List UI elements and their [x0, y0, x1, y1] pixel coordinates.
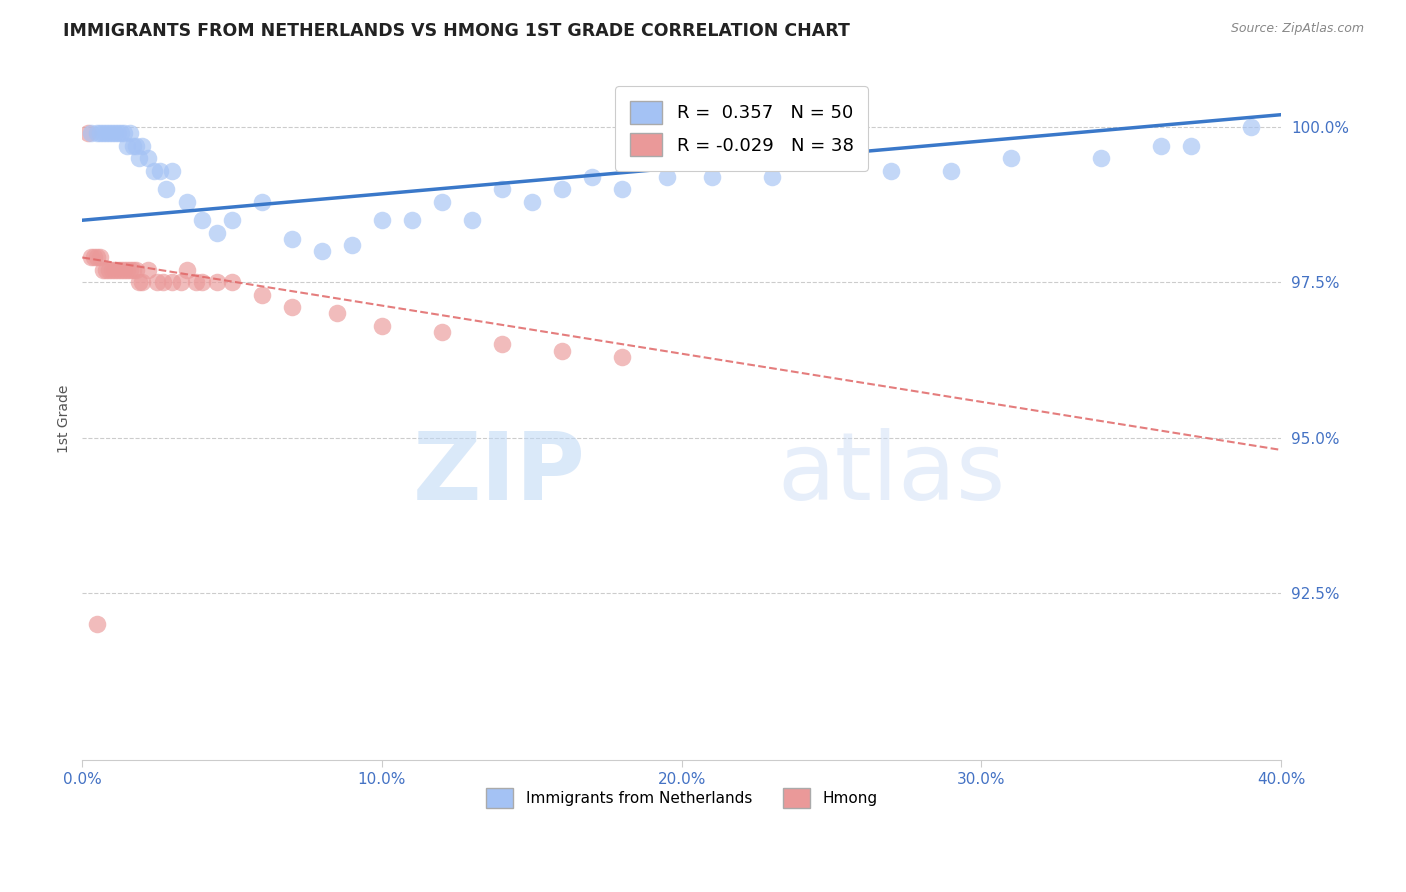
Point	[191, 276, 214, 290]
Point	[340, 238, 363, 252]
Point	[170, 276, 193, 290]
Point	[610, 350, 633, 364]
Text: ZIP: ZIP	[413, 427, 586, 519]
Point	[104, 263, 127, 277]
Point	[551, 343, 574, 358]
Point	[205, 276, 228, 290]
Point	[551, 182, 574, 196]
Point	[820, 151, 842, 165]
Point	[401, 213, 423, 227]
Point	[128, 151, 150, 165]
Point	[120, 126, 142, 140]
Legend: Immigrants from Netherlands, Hmong: Immigrants from Netherlands, Hmong	[479, 782, 883, 814]
Point	[191, 213, 214, 227]
Point	[125, 263, 148, 277]
Point	[89, 126, 111, 140]
Y-axis label: 1st Grade: 1st Grade	[58, 384, 72, 453]
Point	[1090, 151, 1112, 165]
Text: Source: ZipAtlas.com: Source: ZipAtlas.com	[1230, 22, 1364, 36]
Point	[131, 138, 153, 153]
Point	[96, 126, 118, 140]
Point	[101, 126, 124, 140]
Point	[176, 263, 198, 277]
Point	[250, 194, 273, 209]
Point	[128, 276, 150, 290]
Point	[136, 151, 159, 165]
Point	[281, 300, 304, 314]
Point	[122, 263, 145, 277]
Point	[131, 276, 153, 290]
Point	[160, 276, 183, 290]
Point	[152, 276, 174, 290]
Point	[371, 213, 394, 227]
Point	[136, 263, 159, 277]
Point	[149, 163, 172, 178]
Point	[117, 263, 139, 277]
Point	[104, 126, 127, 140]
Point	[176, 194, 198, 209]
Point	[941, 163, 963, 178]
Text: IMMIGRANTS FROM NETHERLANDS VS HMONG 1ST GRADE CORRELATION CHART: IMMIGRANTS FROM NETHERLANDS VS HMONG 1ST…	[63, 22, 851, 40]
Point	[125, 138, 148, 153]
Point	[91, 126, 114, 140]
Point	[221, 276, 243, 290]
Point	[430, 325, 453, 339]
Point	[1000, 151, 1022, 165]
Point	[160, 163, 183, 178]
Point	[110, 126, 132, 140]
Point	[98, 126, 121, 140]
Point	[491, 337, 513, 351]
Point	[655, 169, 678, 184]
Point	[520, 194, 543, 209]
Text: atlas: atlas	[778, 427, 1005, 519]
Point	[281, 232, 304, 246]
Point	[80, 126, 103, 140]
Point	[86, 616, 108, 631]
Point	[221, 213, 243, 227]
Point	[155, 182, 177, 196]
Point	[96, 263, 118, 277]
Point	[1240, 120, 1263, 134]
Point	[98, 263, 121, 277]
Point	[250, 287, 273, 301]
Point	[89, 251, 111, 265]
Point	[120, 263, 142, 277]
Point	[491, 182, 513, 196]
Point	[371, 318, 394, 333]
Point	[146, 276, 169, 290]
Point	[101, 263, 124, 277]
Point	[91, 263, 114, 277]
Point	[205, 226, 228, 240]
Point	[117, 138, 139, 153]
Point	[80, 251, 103, 265]
Point	[700, 169, 723, 184]
Point	[761, 169, 783, 184]
Point	[86, 126, 108, 140]
Point	[77, 126, 100, 140]
Point	[143, 163, 166, 178]
Point	[107, 126, 129, 140]
Point	[1180, 138, 1202, 153]
Point	[430, 194, 453, 209]
Point	[326, 306, 349, 320]
Point	[186, 276, 208, 290]
Point	[461, 213, 484, 227]
Point	[610, 182, 633, 196]
Point	[86, 251, 108, 265]
Point	[1150, 138, 1173, 153]
Point	[880, 163, 903, 178]
Point	[107, 263, 129, 277]
Point	[122, 138, 145, 153]
Point	[110, 263, 132, 277]
Point	[112, 126, 135, 140]
Point	[311, 244, 333, 259]
Point	[581, 169, 603, 184]
Point	[112, 263, 135, 277]
Point	[83, 251, 105, 265]
